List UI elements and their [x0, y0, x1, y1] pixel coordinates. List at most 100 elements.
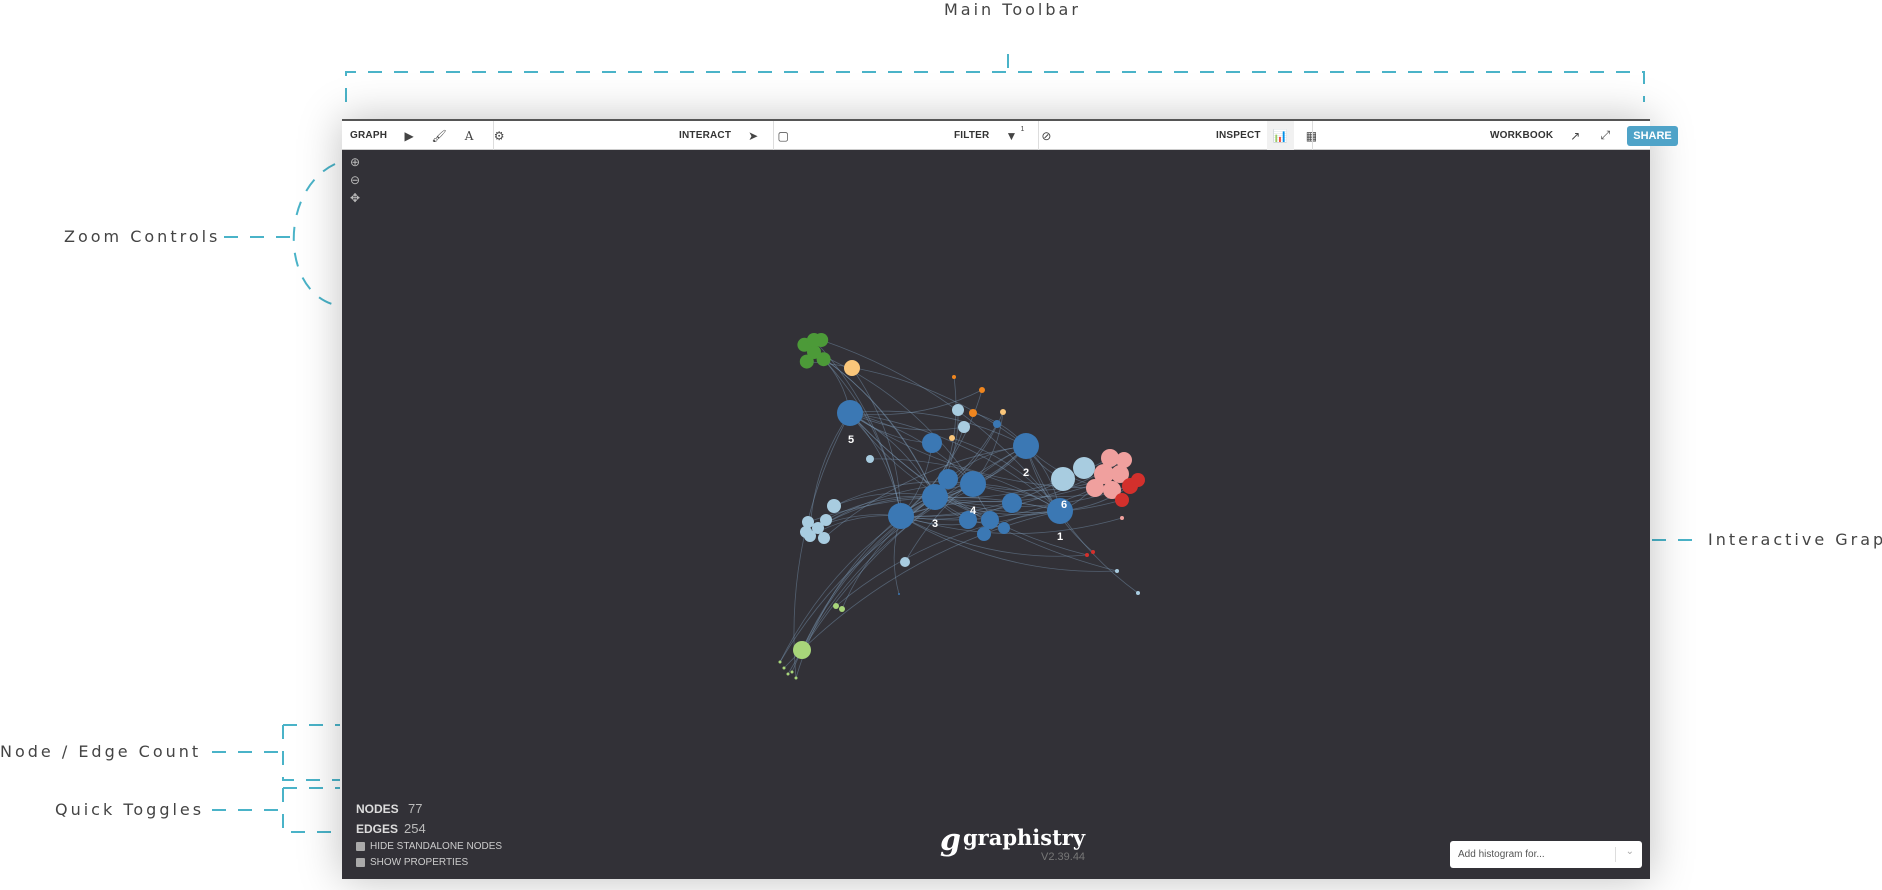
- graph-node[interactable]: [993, 420, 1001, 428]
- graph-node[interactable]: [790, 670, 794, 674]
- nodes-value: 77: [408, 801, 423, 816]
- external-link-icon[interactable]: ↗: [1570, 128, 1581, 143]
- gears-icon[interactable]: ⚙: [493, 128, 505, 143]
- graph-node[interactable]: [922, 484, 948, 510]
- font-icon[interactable]: A: [464, 128, 474, 143]
- graph-panel[interactable]: 1 2 3 4 5 6 GRAPH ▶ 🖌 A ⚙ INTERACT ➤ ▢ FILTER…: [342, 119, 1678, 879]
- graph-edge: [813, 351, 974, 485]
- graph-node[interactable]: [782, 666, 786, 670]
- graph-node[interactable]: [1091, 550, 1095, 554]
- table-icon[interactable]: ▦: [1300, 121, 1323, 150]
- graph-node[interactable]: [952, 375, 956, 379]
- interactive-graph[interactable]: 1 2 3 4 5 6: [342, 119, 1650, 879]
- graph-node[interactable]: [807, 345, 821, 359]
- add-histogram-select[interactable]: Add histogram for... ⌄: [1450, 841, 1642, 868]
- hide-standalone-toggle[interactable]: HIDE STANDALONE NODES: [356, 841, 502, 852]
- brush-icon[interactable]: 🖌: [431, 128, 447, 143]
- show-properties-toggle[interactable]: SHOW PROPERTIES: [356, 857, 502, 868]
- graph-node[interactable]: [1115, 569, 1119, 573]
- graph-node[interactable]: [793, 641, 811, 659]
- graph-node[interactable]: [969, 409, 977, 417]
- select-box-icon[interactable]: ▢: [777, 128, 789, 143]
- workbook-label: WORKBOOK: [1490, 130, 1554, 141]
- graph-node[interactable]: [818, 532, 830, 544]
- graph-node[interactable]: [1101, 449, 1119, 467]
- graph-section: GRAPH ▶ 🖌 A ⚙: [342, 121, 515, 150]
- exclude-icon[interactable]: ⊘: [1041, 128, 1052, 143]
- graph-node[interactable]: [949, 435, 955, 441]
- graph-node[interactable]: [1000, 409, 1006, 415]
- graph-node[interactable]: [802, 516, 814, 528]
- graph-node[interactable]: [1116, 452, 1132, 468]
- play-icon[interactable]: ▶: [404, 128, 414, 143]
- graph-edge: [934, 496, 1061, 516]
- graph-node[interactable]: [839, 606, 845, 612]
- graph-node[interactable]: [1120, 516, 1124, 520]
- graph-node[interactable]: [794, 676, 798, 680]
- graph-node[interactable]: [812, 522, 824, 534]
- graph-node[interactable]: [833, 603, 839, 609]
- show-properties-label: SHOW PROPERTIES: [370, 857, 469, 868]
- graph-node[interactable]: [1111, 465, 1129, 483]
- checkbox[interactable]: [356, 858, 365, 867]
- graph-node[interactable]: [827, 499, 841, 513]
- graph-node[interactable]: [981, 511, 999, 529]
- chevron-down-icon[interactable]: ⌄: [1625, 846, 1634, 857]
- graph-node[interactable]: [800, 526, 812, 538]
- zoom-controls: ⊕ ⊖ ✥: [350, 155, 360, 205]
- graph-node[interactable]: [959, 511, 977, 529]
- graph-edge: [806, 361, 1027, 447]
- center-icon[interactable]: ✥: [350, 191, 361, 205]
- graph-node[interactable]: [1086, 479, 1104, 497]
- node-label: 4: [970, 505, 977, 517]
- graph-node[interactable]: [979, 387, 985, 393]
- graph-node[interactable]: [799, 354, 814, 369]
- graph-node[interactable]: [938, 469, 958, 489]
- graph-edge: [849, 412, 1088, 556]
- graph-node[interactable]: [898, 593, 900, 595]
- graph-node[interactable]: [816, 352, 831, 367]
- graph-node[interactable]: [1047, 498, 1073, 524]
- zoom-in-icon[interactable]: ⊕: [350, 155, 361, 169]
- graph-edge: [849, 389, 983, 416]
- filter-icon[interactable]: ▼: [1005, 128, 1018, 143]
- graph-node[interactable]: [952, 404, 964, 416]
- graph-node[interactable]: [786, 672, 790, 676]
- graph-node[interactable]: [837, 400, 863, 426]
- share-button[interactable]: SHARE: [1627, 125, 1678, 146]
- graph-node[interactable]: [960, 471, 986, 497]
- graph-node[interactable]: [807, 333, 821, 347]
- graph-node[interactable]: [900, 557, 910, 567]
- graph-node[interactable]: [1103, 481, 1121, 499]
- checkbox[interactable]: [356, 842, 365, 851]
- histogram-icon[interactable]: 📊: [1266, 121, 1294, 150]
- graph-node[interactable]: [922, 433, 942, 453]
- graph-node[interactable]: [1013, 433, 1039, 459]
- pointer-icon[interactable]: ➤: [748, 128, 759, 143]
- graph-node[interactable]: [888, 503, 914, 529]
- graph-stats: NODES 77 EDGES 254 HIDE STANDALONE NODES …: [356, 801, 502, 873]
- graph-node[interactable]: [1051, 467, 1075, 491]
- histogram-placeholder: Add histogram for...: [1458, 849, 1545, 860]
- graph-node[interactable]: [998, 522, 1010, 534]
- graph-node[interactable]: [844, 360, 860, 376]
- graph-node[interactable]: [977, 527, 991, 541]
- graph-edge: [951, 437, 1061, 512]
- zoom-out-icon[interactable]: ⊖: [350, 173, 361, 187]
- graph-node[interactable]: [778, 660, 782, 664]
- graph-edge: [793, 412, 851, 679]
- graph-node[interactable]: [1085, 553, 1089, 557]
- graph-node[interactable]: [866, 455, 874, 463]
- graph-edge: [787, 445, 1027, 675]
- graph-node[interactable]: [1115, 493, 1129, 507]
- graph-node[interactable]: [1094, 464, 1114, 484]
- graph-node[interactable]: [1073, 457, 1095, 479]
- graph-node[interactable]: [958, 421, 970, 433]
- graph-edge: [900, 515, 1118, 572]
- graph-node[interactable]: [1136, 591, 1140, 595]
- graph-node[interactable]: [820, 514, 832, 526]
- graph-node[interactable]: [1002, 493, 1022, 513]
- graph-node[interactable]: [1131, 473, 1145, 487]
- edge-count: EDGES 254: [356, 821, 502, 836]
- fullscreen-icon[interactable]: ⤢: [1600, 128, 1611, 142]
